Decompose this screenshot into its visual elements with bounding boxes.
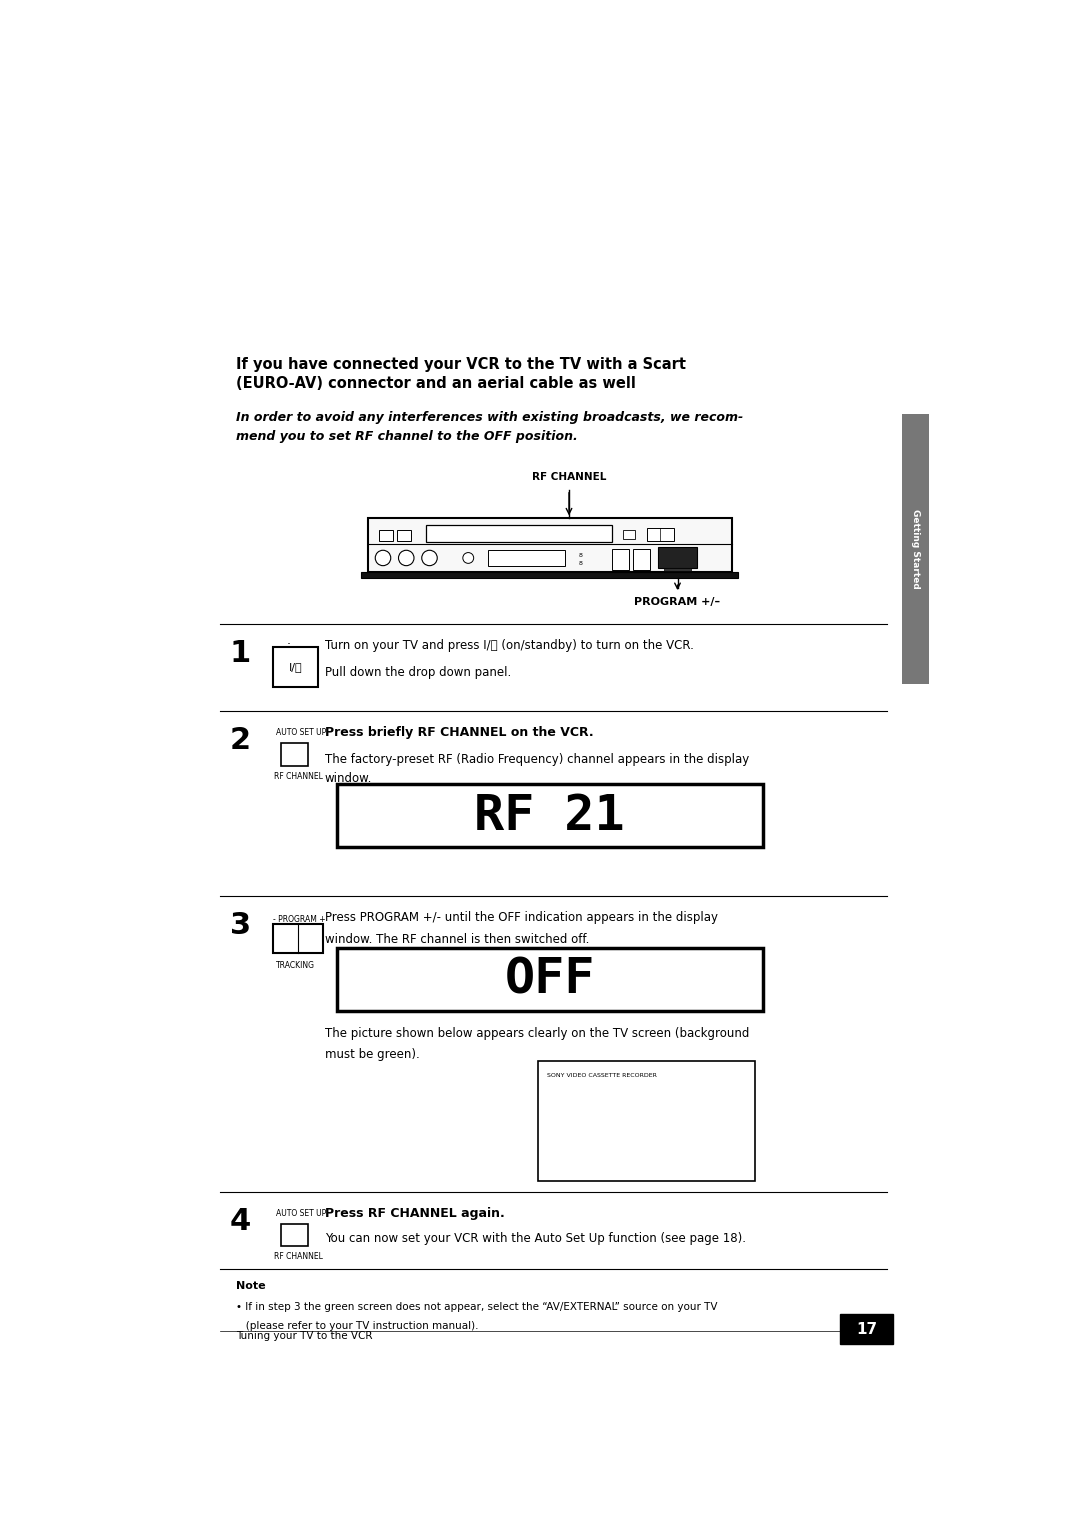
Text: AUTO SET UP: AUTO SET UP (276, 1209, 326, 1218)
Bar (633, 549, 650, 570)
Text: RF CHANNEL: RF CHANNEL (274, 1251, 323, 1261)
Text: PROGRAM +/–: PROGRAM +/– (634, 597, 720, 607)
Bar (362, 571, 738, 579)
Bar (337, 947, 762, 1012)
Text: I/⏻: I/⏻ (288, 662, 302, 672)
Text: Press RF CHANNEL again.: Press RF CHANNEL again. (325, 1207, 504, 1221)
Text: • If in step 3 the green screen does not appear, select the “AV/EXTERNAL” source: • If in step 3 the green screen does not… (235, 1302, 717, 1313)
Text: (please refer to your TV instruction manual).: (please refer to your TV instruction man… (235, 1320, 478, 1331)
Text: window. The RF channel is then switched off.: window. The RF channel is then switched … (325, 932, 590, 946)
Bar (611, 549, 629, 570)
Bar (623, 530, 635, 539)
Text: ·: · (286, 637, 291, 651)
Text: The picture shown below appears clearly on the TV screen (background: The picture shown below appears clearly … (325, 1027, 750, 1039)
Bar (902, 414, 930, 685)
Text: 3: 3 (230, 911, 251, 940)
Text: 17: 17 (856, 1322, 877, 1337)
Text: Press PROGRAM +/- until the OFF indication appears in the display: Press PROGRAM +/- until the OFF indicati… (325, 911, 718, 924)
Circle shape (399, 550, 414, 565)
Text: Getting Started: Getting Started (912, 509, 920, 588)
Bar (337, 784, 762, 847)
Bar (647, 527, 674, 541)
Text: RF CHANNEL: RF CHANNEL (274, 773, 323, 781)
Text: 1: 1 (230, 639, 251, 668)
Text: In order to avoid any interferences with existing broadcasts, we recom-
mend you: In order to avoid any interferences with… (235, 411, 743, 443)
Text: SONY VIDEO CASSETTE RECORDER: SONY VIDEO CASSETTE RECORDER (548, 1073, 657, 1077)
Text: 2: 2 (230, 726, 251, 755)
Text: RF 21: RF 21 (474, 792, 625, 839)
Bar (367, 518, 732, 571)
Text: 4: 4 (230, 1207, 251, 1236)
Text: 8: 8 (579, 553, 582, 558)
Bar (658, 547, 697, 568)
Text: TRACKING: TRACKING (276, 961, 315, 970)
Circle shape (375, 550, 391, 565)
Text: The factory-preset RF (Radio Frequency) channel appears in the display: The factory-preset RF (Radio Frequency) … (325, 753, 750, 766)
Circle shape (463, 553, 474, 564)
Text: Turn on your TV and press I/⏻ (on/standby) to turn on the VCR.: Turn on your TV and press I/⏻ (on/standb… (325, 639, 693, 652)
Bar (397, 530, 410, 541)
Text: OFF: OFF (504, 955, 595, 1004)
Bar (273, 924, 323, 953)
Text: - PROGRAM +: - PROGRAM + (273, 915, 325, 924)
Text: RF CHANNEL: RF CHANNEL (531, 472, 606, 483)
Circle shape (422, 550, 437, 565)
Bar (426, 526, 611, 542)
Text: 8: 8 (579, 561, 582, 565)
Bar (488, 550, 565, 565)
Text: must be green).: must be green). (325, 1048, 420, 1060)
Text: You can now set your VCR with the Auto Set Up function (see page 18).: You can now set your VCR with the Auto S… (325, 1232, 746, 1245)
Bar (538, 1060, 755, 1181)
Bar (840, 1314, 893, 1343)
Text: Tuning your TV to the VCR: Tuning your TV to the VCR (235, 1331, 373, 1342)
Bar (281, 1224, 308, 1245)
Text: Press briefly RF CHANNEL on the VCR.: Press briefly RF CHANNEL on the VCR. (325, 726, 594, 740)
Bar (379, 530, 393, 541)
Text: AUTO SET UP: AUTO SET UP (276, 727, 326, 736)
Bar (281, 743, 308, 766)
Text: Note: Note (235, 1280, 266, 1291)
Bar (664, 567, 691, 571)
Text: Pull down the drop down panel.: Pull down the drop down panel. (325, 666, 511, 678)
Text: window.: window. (325, 773, 373, 785)
Text: If you have connected your VCR to the TV with a Scart
(EURO-AV) connector and an: If you have connected your VCR to the TV… (235, 356, 686, 391)
Bar (273, 646, 318, 688)
